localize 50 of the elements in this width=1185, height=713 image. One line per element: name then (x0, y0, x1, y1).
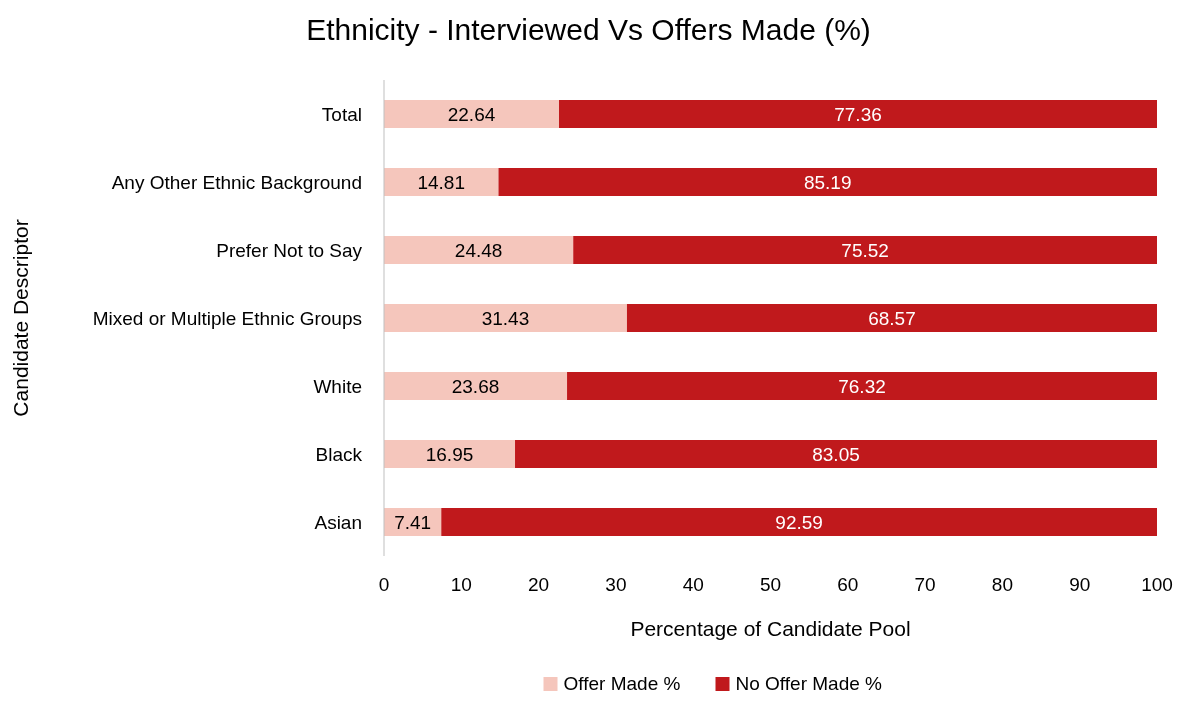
y-tick-label: Total (321, 103, 362, 125)
bar (384, 440, 516, 468)
bar (559, 100, 1157, 128)
bar (384, 168, 499, 196)
y-tick-label: Mixed or Multiple Ethnic Groups (92, 307, 362, 329)
data-label: 85.19 (803, 171, 852, 193)
x-axis-title: Percentage of Candidate Pool (630, 617, 911, 640)
bar (384, 236, 574, 264)
data-label: 75.52 (841, 239, 889, 261)
bar (384, 372, 568, 400)
y-tick-label: Any Other Ethnic Background (111, 171, 362, 193)
y-tick-label: Asian (314, 511, 362, 533)
data-label: 83.05 (812, 443, 860, 465)
y-axis-title: Candidate Descriptor (9, 219, 32, 417)
bar (498, 168, 1157, 196)
bar (441, 508, 1157, 536)
x-tick-label: 10 (450, 574, 472, 595)
x-tick-label: 70 (914, 574, 936, 595)
data-label: 92.59 (775, 511, 823, 533)
data-label: 23.68 (451, 375, 500, 397)
data-label: 7.41 (394, 511, 432, 533)
data-label: 14.81 (417, 171, 466, 193)
bar (573, 236, 1157, 264)
data-label: 31.43 (481, 307, 530, 329)
legend-label: Offer Made % (563, 673, 681, 694)
x-tick-label: 60 (837, 574, 859, 595)
bar (626, 304, 1157, 332)
data-label: 68.57 (868, 307, 916, 329)
data-label: 16.95 (425, 443, 474, 465)
data-label: 77.36 (834, 103, 882, 125)
bar (567, 372, 1157, 400)
x-tick-label: 100 (1141, 574, 1173, 595)
data-label: 76.32 (838, 375, 886, 397)
y-tick-label: Prefer Not to Say (216, 239, 363, 261)
bar (384, 100, 560, 128)
data-label: 22.64 (447, 103, 496, 125)
data-label: 24.48 (454, 239, 503, 261)
bar (384, 304, 627, 332)
x-tick-label: 90 (1069, 574, 1091, 595)
chart-title: Ethnicity - Interviewed Vs Offers Made (%) (306, 13, 871, 46)
x-tick-label: 30 (605, 574, 627, 595)
y-tick-label: Black (315, 443, 363, 465)
bar (515, 440, 1157, 468)
x-tick-label: 20 (528, 574, 550, 595)
legend-label: No Offer Made % (735, 673, 883, 694)
x-tick-label: 0 (378, 574, 390, 595)
x-tick-label: 40 (682, 574, 704, 595)
x-tick-label: 80 (991, 574, 1013, 595)
x-tick-label: 50 (759, 574, 782, 595)
y-tick-label: White (313, 375, 362, 397)
